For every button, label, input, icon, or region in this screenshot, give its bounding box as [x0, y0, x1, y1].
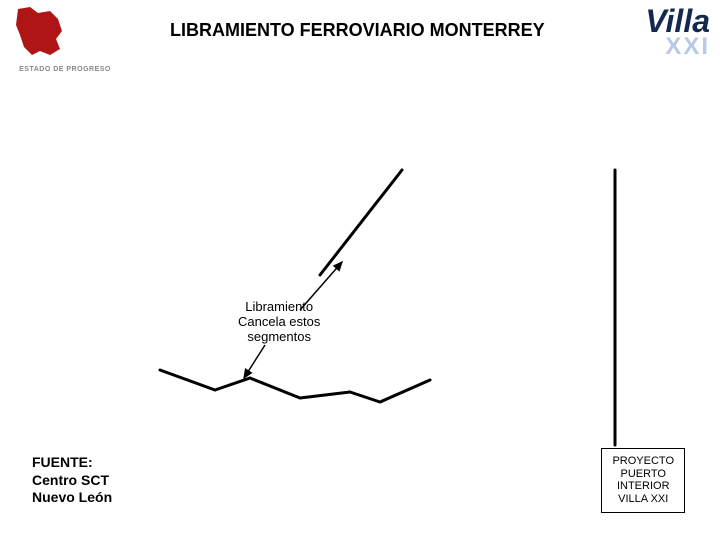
callout-libramiento: Libramiento Cancela estos segmentos	[238, 300, 320, 345]
page-title: LIBRAMIENTO FERROVIARIO MONTERREY	[170, 20, 545, 41]
callout-line3: segmentos	[247, 329, 311, 344]
segment-lower-left-start	[160, 370, 215, 390]
callout-arrow-1	[244, 345, 265, 378]
segment-lower-mid-b	[250, 378, 300, 398]
segment-upper-diagonal	[320, 170, 402, 275]
nl-logo: ESTADO DE PROGRESO	[10, 5, 120, 85]
project-line3: INTERIOR	[617, 480, 670, 492]
project-line4: VILLA XXI	[618, 493, 668, 505]
segment-lower-mid-a	[215, 378, 250, 390]
villa-line1: Villa	[645, 6, 710, 36]
project-line2: PUERTO	[621, 468, 666, 480]
segment-lower-mid-d	[350, 392, 380, 402]
segment-lower-right-end	[380, 380, 430, 402]
nl-caption: ESTADO DE PROGRESO	[10, 66, 120, 73]
callout-line2: Cancela estos	[238, 314, 320, 329]
callout-line1: Libramiento	[245, 299, 313, 314]
nl-state-icon	[10, 5, 70, 57]
source-line1: FUENTE:	[32, 454, 93, 470]
villa-logo: Villa XXI	[645, 6, 710, 59]
source-line2: Centro SCT	[32, 472, 109, 488]
source-block: FUENTE: Centro SCT Nuevo León	[32, 454, 112, 507]
segment-lower-mid-c	[300, 392, 350, 398]
source-line3: Nuevo León	[32, 489, 112, 505]
villa-line2: XXI	[645, 36, 710, 59]
project-line1: PROYECTO	[612, 455, 674, 467]
project-box: PROYECTO PUERTO INTERIOR VILLA XXI	[601, 448, 685, 513]
